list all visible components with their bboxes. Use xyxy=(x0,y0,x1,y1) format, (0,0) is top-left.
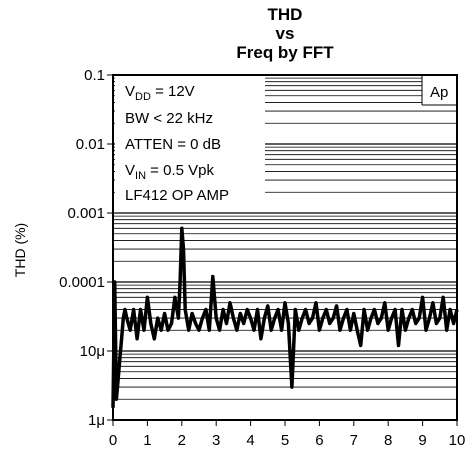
badge-background xyxy=(422,75,457,105)
annotation-text: V xyxy=(125,83,135,100)
title-line-2: vs xyxy=(276,24,295,43)
annotation-text: = 0.5 Vpk xyxy=(146,162,214,179)
annotation-text: ATTEN = 0 dB xyxy=(125,136,221,153)
annotation-line: VIN = 0.5 Vpk xyxy=(125,162,214,182)
x-tick-label: 8 xyxy=(384,432,392,449)
y-tick-label: 0.001 xyxy=(67,205,105,222)
annotation-text: LF412 OP AMP xyxy=(125,187,229,204)
annotation-text: = 12V xyxy=(151,83,195,100)
y-tick-label: 1μ xyxy=(88,412,105,429)
annotation-line: ATTEN = 0 dB xyxy=(125,136,221,153)
annotation-subscript: DD xyxy=(135,91,151,103)
x-tick-label: 2 xyxy=(178,432,186,449)
title-line-3: Freq by FFT xyxy=(236,43,334,62)
annotation-background xyxy=(115,75,265,205)
title-line-1: THD xyxy=(268,5,303,24)
thd-series-line xyxy=(111,226,459,408)
x-tick-label: 6 xyxy=(315,432,323,449)
series-group xyxy=(111,226,459,408)
ap-badge: Ap xyxy=(430,84,448,101)
annotation-line: LF412 OP AMP xyxy=(125,187,229,204)
y-tick-label: 0.1 xyxy=(84,67,105,84)
x-tick-label: 10 xyxy=(449,432,466,449)
y-tick-label: 10μ xyxy=(80,343,105,360)
x-tick-label: 7 xyxy=(350,432,358,449)
axis-ticks: 0 1 2 3 4 5 6 7 8 9 10 0.1 0.01 0.001 0.0001 10μ 1μ xyxy=(59,67,465,449)
x-tick-label: 9 xyxy=(418,432,426,449)
x-tick-label: 5 xyxy=(281,432,289,449)
x-tick-label: 0 xyxy=(109,432,117,449)
annotation-text: BW < 22 kHz xyxy=(125,110,213,127)
annotation-subscript: IN xyxy=(135,170,146,182)
annotation-line: VDD = 12V xyxy=(125,83,195,103)
chart-title: THD vs Freq by FFT xyxy=(236,5,334,62)
y-axis-label: THD (%) xyxy=(12,223,28,277)
x-tick-label: 3 xyxy=(212,432,220,449)
y-tick-label: 0.0001 xyxy=(59,274,105,291)
x-tick-label: 1 xyxy=(143,432,151,449)
y-tick-label: 0.01 xyxy=(76,136,105,153)
annotation-line: BW < 22 kHz xyxy=(125,110,213,127)
x-tick-label: 4 xyxy=(246,432,254,449)
annotation-text: V xyxy=(125,162,135,179)
